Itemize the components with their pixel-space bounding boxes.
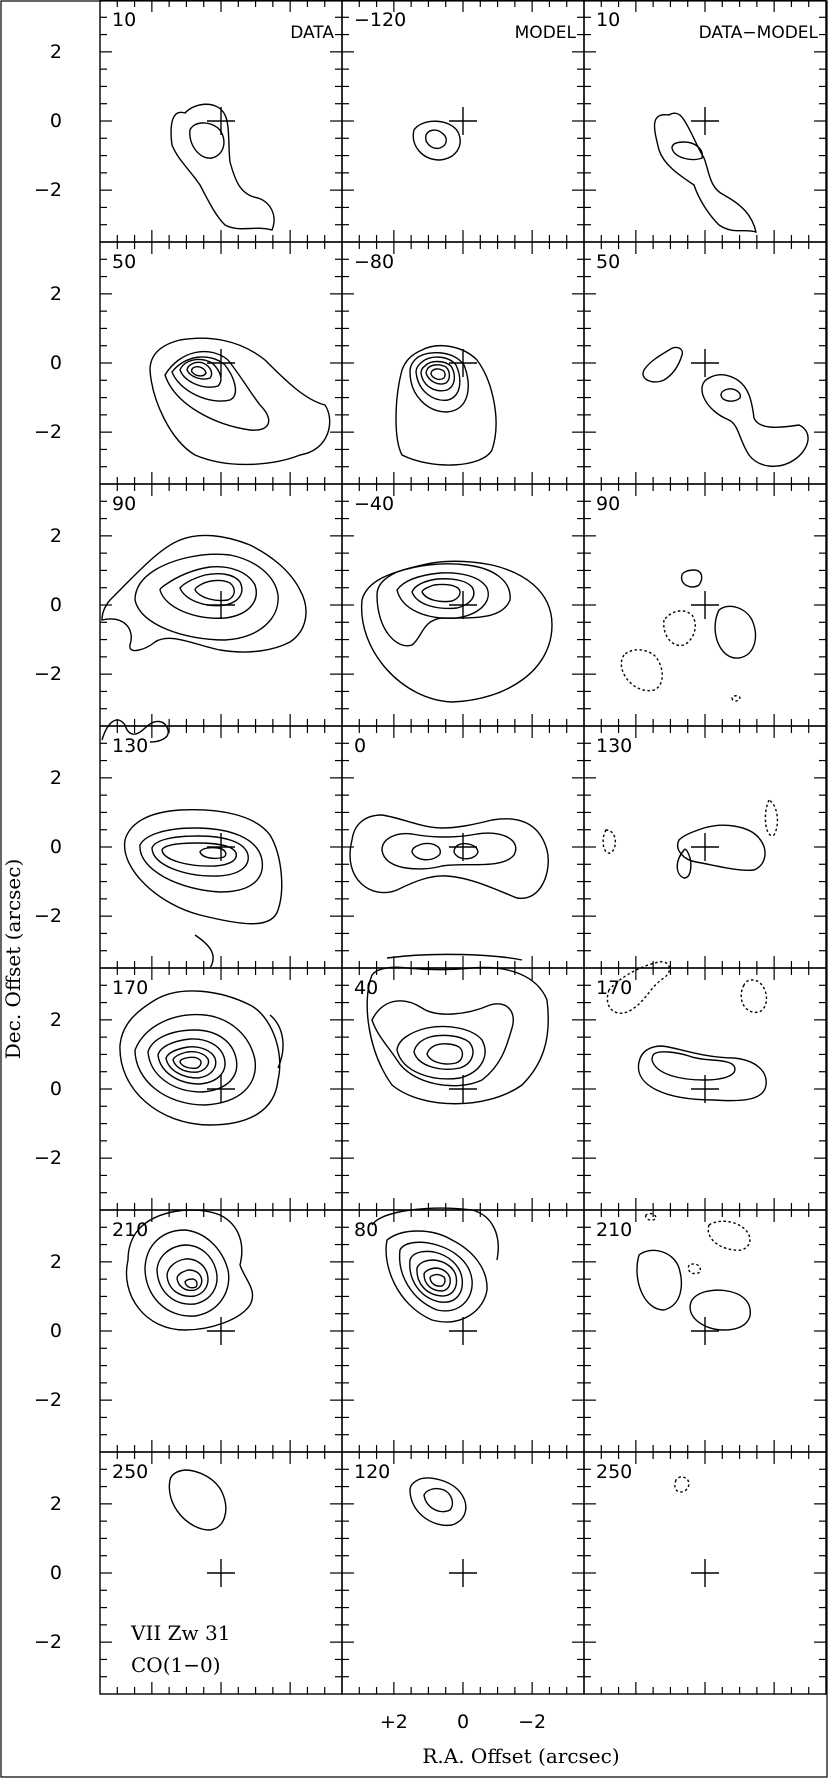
y-tick-label: 2	[50, 1009, 62, 1031]
contours-r4-c2	[606, 961, 768, 1102]
contours-r4-c0	[119, 934, 284, 1126]
y-tick-label: 0	[50, 352, 62, 374]
velocity-label: 50	[596, 251, 620, 273]
velocity-label: 170	[112, 977, 148, 999]
y-tick-label: 2	[50, 1251, 62, 1273]
contours-r2-c2	[620, 569, 757, 702]
channel-panel: 10 DATA 2 0 −2	[34, 0, 343, 243]
channel-panel: 210 2 0 −2	[34, 1209, 343, 1453]
y-tick-label: 0	[50, 594, 62, 616]
y-tick-label: −2	[34, 1389, 62, 1411]
channel-panel: 120 +2 0 −2	[341, 1451, 585, 1733]
contours-r5-c2	[636, 1212, 751, 1331]
y-tick-label: 2	[50, 767, 62, 789]
y-tick-label: 2	[50, 283, 62, 305]
contours-r2-c1	[361, 560, 553, 703]
velocity-label: 90	[112, 493, 136, 515]
y-tick-label: −2	[34, 1147, 62, 1169]
velocity-label: −40	[354, 493, 394, 515]
x-tick-label: +2	[380, 1711, 408, 1733]
panel-grid: 10 DATA 2 0 −2 −120 MODEL 10 DATA−MODEL 50 2 0 −2 −80…	[34, 0, 827, 1733]
contours-r1-c0	[149, 337, 331, 466]
channel-panel: 50 2 0 −2	[34, 241, 343, 485]
contours-r5-c0	[125, 1209, 254, 1331]
contours-r1-c2	[642, 346, 809, 467]
column-title: DATA−MODEL	[699, 23, 819, 43]
column-title: MODEL	[515, 23, 577, 43]
contour-layer	[101, 103, 809, 1531]
object-name: VII Zw 31	[130, 1621, 230, 1645]
y-tick-label: −2	[34, 663, 62, 685]
velocity-label: 130	[112, 735, 148, 757]
contours-r1-c1	[395, 344, 497, 466]
channel-panel: 210	[583, 1209, 827, 1453]
label-layer: Dec. Offset (arcsec) R.A. Offset (arcsec…	[1, 859, 620, 1768]
contours-r3-c0	[123, 808, 283, 925]
y-tick-label: −2	[34, 905, 62, 927]
y-tick-label: 2	[50, 525, 62, 547]
channel-panel: 50	[583, 241, 827, 485]
channel-panel: 170	[583, 967, 827, 1211]
velocity-label: 10	[112, 9, 136, 31]
velocity-label: 130	[596, 735, 632, 757]
velocity-label: 10	[596, 9, 620, 31]
velocity-label: 210	[596, 1219, 632, 1241]
velocity-label: 250	[112, 1461, 148, 1483]
contours-r4-c1	[366, 953, 549, 1105]
velocity-label: 170	[596, 977, 632, 999]
channel-panel: 170 2 0 −2	[34, 967, 343, 1211]
y-tick-label: 0	[50, 1320, 62, 1342]
contours-r2-c0	[101, 534, 307, 743]
contours-r5-c1	[371, 1207, 499, 1323]
velocity-label: 40	[354, 977, 378, 999]
line-name: CO(1−0)	[131, 1653, 221, 1677]
channel-panel: −120 MODEL	[341, 0, 585, 243]
contours-r6-c0	[168, 1469, 227, 1531]
velocity-label: 250	[596, 1461, 632, 1483]
channel-panel: 130 2 0 −2	[34, 725, 343, 969]
channel-panel: 130	[583, 725, 827, 969]
velocity-label: 120	[354, 1461, 390, 1483]
y-tick-label: −2	[34, 179, 62, 201]
channel-panel: 90	[583, 483, 827, 727]
x-axis-label: R.A. Offset (arcsec)	[422, 1744, 619, 1768]
channel-panel: 90 2 0 −2	[34, 483, 343, 727]
channel-panel: 250	[583, 1451, 827, 1695]
y-tick-label: 2	[50, 41, 62, 63]
velocity-label: −80	[354, 251, 394, 273]
x-tick-label: 0	[457, 1711, 469, 1733]
contours-r6-c1	[409, 1477, 467, 1527]
contours-r0-c1	[412, 120, 461, 161]
velocity-label: 90	[596, 493, 620, 515]
channel-panel: 10 DATA−MODEL	[583, 0, 827, 243]
y-tick-label: 2	[50, 1493, 62, 1515]
channel-panel: 0	[341, 725, 585, 969]
velocity-label: 210	[112, 1219, 148, 1241]
contours-r3-c2	[602, 799, 779, 879]
y-tick-label: 0	[50, 836, 62, 858]
y-axis-label: Dec. Offset (arcsec)	[1, 859, 25, 1059]
y-tick-label: 0	[50, 110, 62, 132]
velocity-label: 0	[354, 735, 366, 757]
y-tick-label: 0	[50, 1562, 62, 1584]
y-tick-label: −2	[34, 1631, 62, 1653]
velocity-label: −120	[354, 9, 406, 31]
column-title: DATA	[290, 23, 334, 43]
contours-r0-c2	[653, 112, 757, 234]
contours-r3-c1	[349, 814, 549, 899]
velocity-label: 50	[112, 251, 136, 273]
contours-r0-c0	[170, 103, 275, 231]
contours-r6-c2	[674, 1476, 690, 1493]
x-tick-label: −2	[518, 1711, 546, 1733]
y-tick-label: −2	[34, 421, 62, 443]
y-tick-label: 0	[50, 1078, 62, 1100]
channel-panel: −40	[341, 483, 585, 727]
